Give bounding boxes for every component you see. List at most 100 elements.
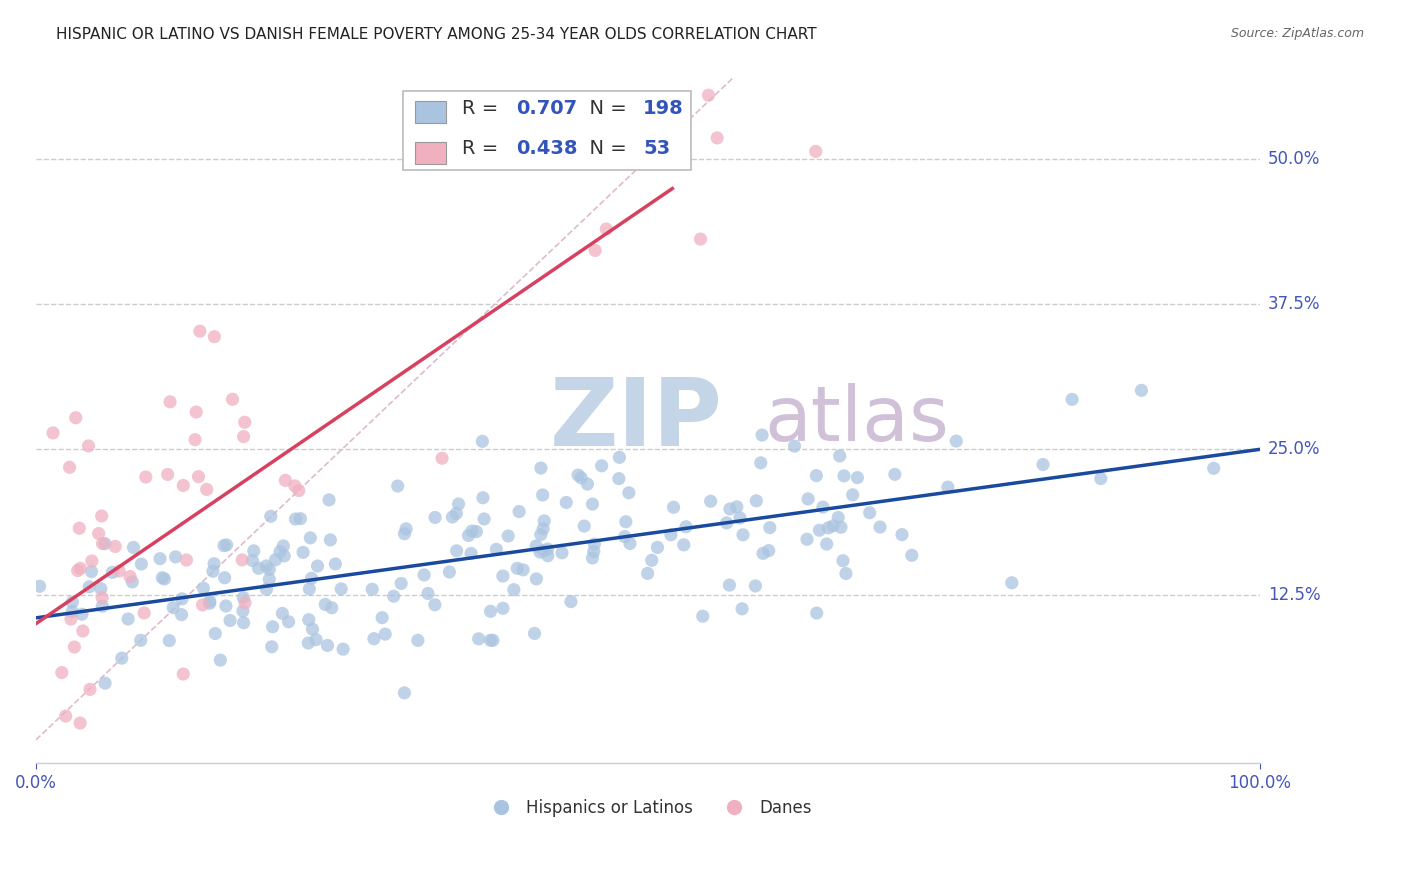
Point: [117, 612, 139, 626]
Point: [131, 557, 153, 571]
Point: [936, 480, 959, 494]
Point: [170, 591, 193, 606]
Point: [441, 510, 464, 524]
Point: [215, 599, 238, 613]
Point: [298, 613, 321, 627]
Point: [120, 569, 142, 583]
Point: [1202, 461, 1225, 475]
Point: [406, 633, 429, 648]
Point: [627, 139, 650, 153]
Text: 50.0%: 50.0%: [1268, 150, 1320, 168]
Point: [689, 232, 711, 246]
Point: [307, 559, 329, 574]
Point: [808, 523, 831, 537]
Point: [256, 582, 278, 597]
Point: [533, 543, 555, 558]
Point: [297, 636, 319, 650]
Point: [492, 601, 515, 615]
Point: [232, 591, 254, 605]
Point: [637, 566, 659, 581]
Point: [60, 605, 83, 619]
Point: [725, 500, 748, 514]
Point: [413, 568, 436, 582]
Point: [806, 606, 828, 620]
Point: [1032, 458, 1054, 472]
Point: [58, 460, 80, 475]
Point: [121, 574, 143, 589]
Point: [832, 554, 855, 568]
Point: [165, 549, 187, 564]
Point: [828, 449, 851, 463]
Point: [1060, 392, 1083, 407]
Point: [731, 528, 754, 542]
Text: 0.707: 0.707: [516, 99, 576, 118]
Point: [560, 594, 582, 608]
Text: R =: R =: [461, 139, 505, 158]
Point: [672, 538, 695, 552]
Point: [77, 439, 100, 453]
Point: [502, 582, 524, 597]
Point: [204, 626, 226, 640]
Point: [806, 468, 828, 483]
Point: [492, 569, 515, 583]
Point: [63, 640, 86, 654]
Point: [55, 709, 77, 723]
Point: [193, 581, 215, 595]
Point: [209, 653, 232, 667]
Text: N =: N =: [576, 99, 633, 118]
Point: [374, 627, 396, 641]
Point: [1090, 472, 1112, 486]
Point: [67, 521, 90, 535]
Text: 37.5%: 37.5%: [1268, 295, 1320, 313]
Text: Source: ZipAtlas.com: Source: ZipAtlas.com: [1230, 27, 1364, 40]
Point: [395, 522, 418, 536]
Point: [797, 491, 820, 506]
Point: [576, 477, 599, 491]
Point: [471, 434, 494, 449]
Point: [332, 642, 354, 657]
Point: [219, 614, 242, 628]
Point: [697, 88, 720, 103]
Point: [728, 511, 751, 525]
Point: [232, 604, 254, 618]
Point: [846, 470, 869, 484]
Point: [330, 582, 353, 596]
Point: [692, 609, 714, 624]
Point: [524, 539, 547, 553]
Point: [159, 394, 181, 409]
Point: [815, 537, 838, 551]
Point: [59, 612, 82, 626]
Point: [201, 564, 224, 578]
Point: [157, 633, 180, 648]
Point: [508, 504, 530, 518]
Point: [506, 561, 529, 575]
Point: [524, 572, 547, 586]
Point: [91, 536, 114, 550]
Point: [537, 542, 560, 557]
Point: [215, 538, 238, 552]
Point: [132, 606, 155, 620]
Point: [574, 519, 596, 533]
Point: [823, 519, 845, 533]
Text: ZIP: ZIP: [550, 375, 723, 467]
Point: [316, 639, 339, 653]
Point: [945, 434, 967, 448]
FancyBboxPatch shape: [415, 142, 446, 163]
Point: [260, 640, 283, 654]
Point: [430, 451, 453, 466]
Point: [150, 571, 173, 585]
Text: 12.5%: 12.5%: [1268, 586, 1320, 604]
Point: [583, 537, 606, 551]
Point: [292, 545, 315, 559]
Point: [77, 580, 100, 594]
Point: [759, 521, 782, 535]
Point: [170, 607, 193, 622]
Point: [472, 491, 495, 505]
Point: [718, 578, 741, 592]
Point: [69, 561, 91, 575]
Text: 25.0%: 25.0%: [1268, 441, 1320, 458]
Point: [394, 526, 416, 541]
Point: [841, 488, 863, 502]
Point: [706, 131, 728, 145]
Point: [187, 469, 209, 483]
